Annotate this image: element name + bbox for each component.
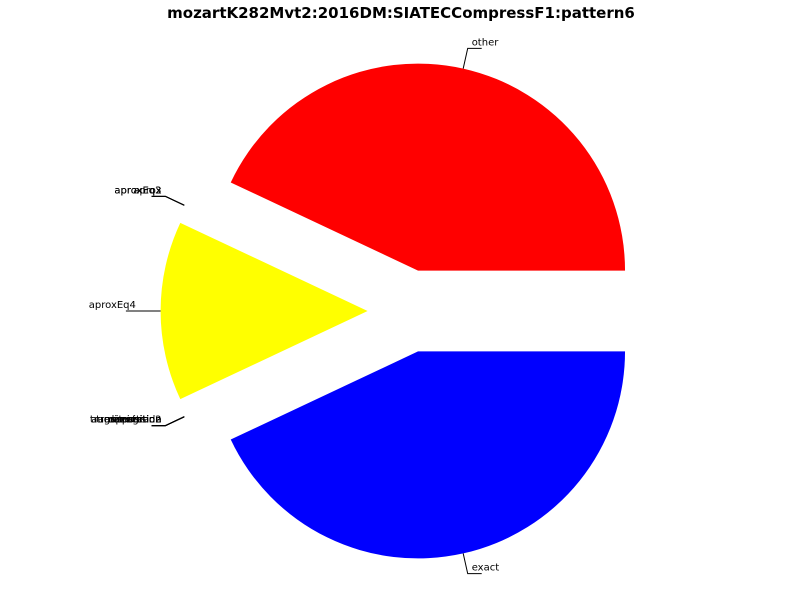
slice-exact	[230, 351, 626, 559]
slice-label-aprox: aprox	[133, 185, 161, 196]
slice-aproxeq4	[160, 222, 368, 400]
slice-label-aproxeq4: aproxEq4	[89, 300, 136, 311]
leader-line-exact	[462, 553, 482, 575]
slice-label-transposition2: transposition2	[90, 415, 162, 426]
slice-label-exact: exact	[472, 563, 500, 574]
slice-label-retrograde: retrograde	[108, 415, 161, 426]
slice-other	[230, 63, 626, 271]
chart-title: mozartK282Mvt2:2016DM:SIATECCompressF1:p…	[167, 4, 635, 22]
slice-label-inversion: inversion	[116, 415, 162, 426]
slice-label-diminution: diminution	[108, 415, 161, 426]
slice-label-aproxeq2: aproxEq2	[114, 185, 161, 196]
slice-label-aproxeq3: aproxEq3	[114, 185, 161, 196]
leader-line-diminution	[151, 416, 185, 427]
leader-line-aproxeq3	[151, 195, 185, 206]
leader-line-other	[462, 47, 482, 69]
slice-label-transposition: transposition	[96, 415, 161, 426]
pie-slices	[160, 63, 626, 559]
slice-label-other: other	[472, 37, 500, 48]
slice-label-augmentation: augmentation	[91, 415, 161, 426]
